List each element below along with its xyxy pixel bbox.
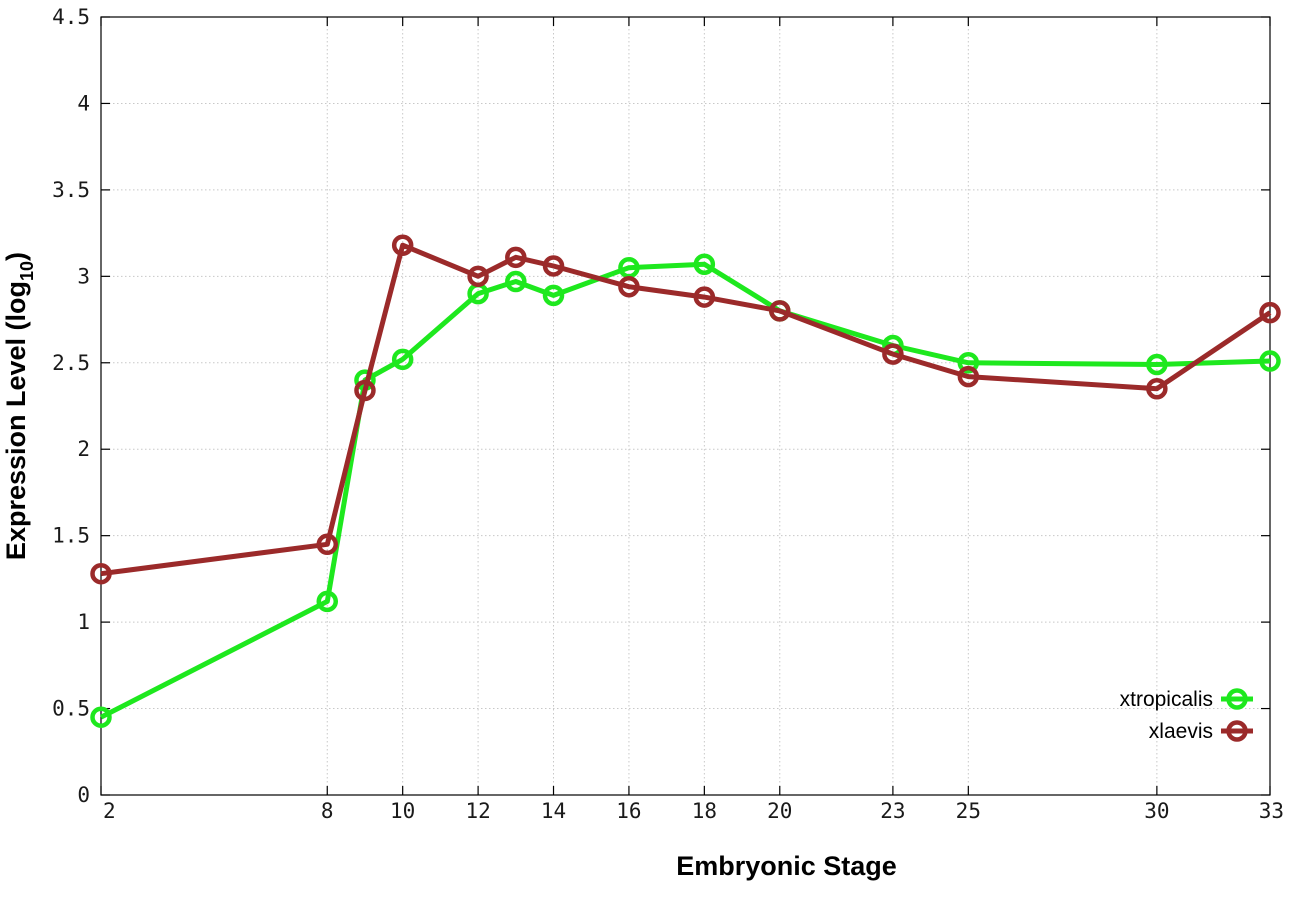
data-point-xtropicalis: [1146, 353, 1168, 376]
series-line-xtropicalis: [99, 261, 1271, 720]
data-point-xlaevis: [467, 265, 489, 288]
legend: xtropicalis xlaevis: [1120, 688, 1253, 743]
x-tick-label: 20: [767, 799, 792, 823]
legend-label: xtropicalis: [1120, 688, 1213, 711]
legend-item-xtropicalis: xtropicalis: [1120, 688, 1253, 711]
data-point-xtropicalis: [957, 352, 980, 374]
data-point-xlaevis: [693, 286, 716, 308]
series-xlaevis: [90, 234, 1281, 585]
legend-swatch-marker: [1226, 688, 1248, 710]
data-point-xtropicalis: [505, 270, 527, 293]
x-tick-label: 23: [880, 799, 905, 823]
series-group: [90, 234, 1281, 728]
x-tick-label: 14: [541, 799, 566, 823]
x-tick-label: 30: [1144, 799, 1169, 823]
data-point-xlaevis: [769, 300, 791, 322]
x-tick-label: 8: [321, 799, 334, 823]
x-tick-label: 16: [616, 799, 641, 823]
data-point-xtropicalis: [1259, 350, 1281, 372]
plot-area-frame: [100, 16, 1271, 796]
legend-swatch-marker: [1226, 720, 1248, 742]
data-point-xtropicalis: [542, 284, 565, 307]
y-axis-title: Expression Level (log10): [1, 252, 37, 560]
data-point-xlaevis: [1259, 301, 1281, 324]
data-point-xlaevis: [1146, 377, 1168, 400]
y-axis-title-suffix: ): [1, 252, 31, 261]
x-tick-label: 18: [692, 799, 717, 823]
series-xtropicalis: [90, 253, 1281, 728]
y-tick-label: 4.5: [52, 5, 90, 29]
data-point-xtropicalis: [391, 348, 414, 371]
x-tick-label: 25: [956, 799, 981, 823]
y-tick-label: 1.5: [52, 524, 90, 548]
y-axis-title-main: Expression Level (log: [1, 281, 31, 560]
data-point-xlaevis: [316, 533, 339, 556]
x-tick-label: 2: [103, 799, 116, 823]
legend-item-xlaevis: xlaevis: [1149, 720, 1253, 743]
data-point-xlaevis: [391, 234, 414, 256]
data-point-xlaevis: [542, 255, 565, 277]
y-tick-label: 1: [77, 610, 90, 634]
x-tick-label: 12: [465, 799, 490, 823]
data-point-xtropicalis: [90, 706, 112, 728]
y-tick-label: 3.5: [52, 178, 90, 202]
y-tick-label: 2.5: [52, 351, 90, 375]
y-axis-title-subscript: 10: [17, 261, 37, 281]
data-point-xlaevis: [618, 275, 640, 298]
data-point-xlaevis: [882, 343, 904, 365]
y-tick-label: 3: [77, 264, 90, 288]
y-tick-label: 0: [77, 783, 90, 807]
legend-label: xlaevis: [1149, 720, 1213, 743]
data-point-xtropicalis: [693, 253, 716, 275]
data-point-xlaevis: [957, 365, 980, 388]
data-point-xlaevis: [354, 379, 376, 402]
y-tick-label: 4: [77, 91, 90, 115]
axis-ticks: 0 0.5 1 1.5 2 2.5 3 3.5 4 4.5 2 8 10 12 14 16 18 20 23 25 30…: [52, 5, 1284, 823]
x-tick-label: 33: [1259, 799, 1284, 823]
grid: [101, 17, 1270, 795]
y-tick-label: 2: [77, 437, 90, 461]
data-point-xlaevis: [505, 246, 527, 269]
data-point-xtropicalis: [316, 590, 339, 613]
series-line-xlaevis: [100, 242, 1272, 577]
x-axis-title: Embryonic Stage: [676, 851, 897, 881]
y-tick-label: 0.5: [52, 697, 90, 721]
x-tick-label: 10: [390, 799, 415, 823]
data-point-xlaevis: [90, 562, 112, 585]
